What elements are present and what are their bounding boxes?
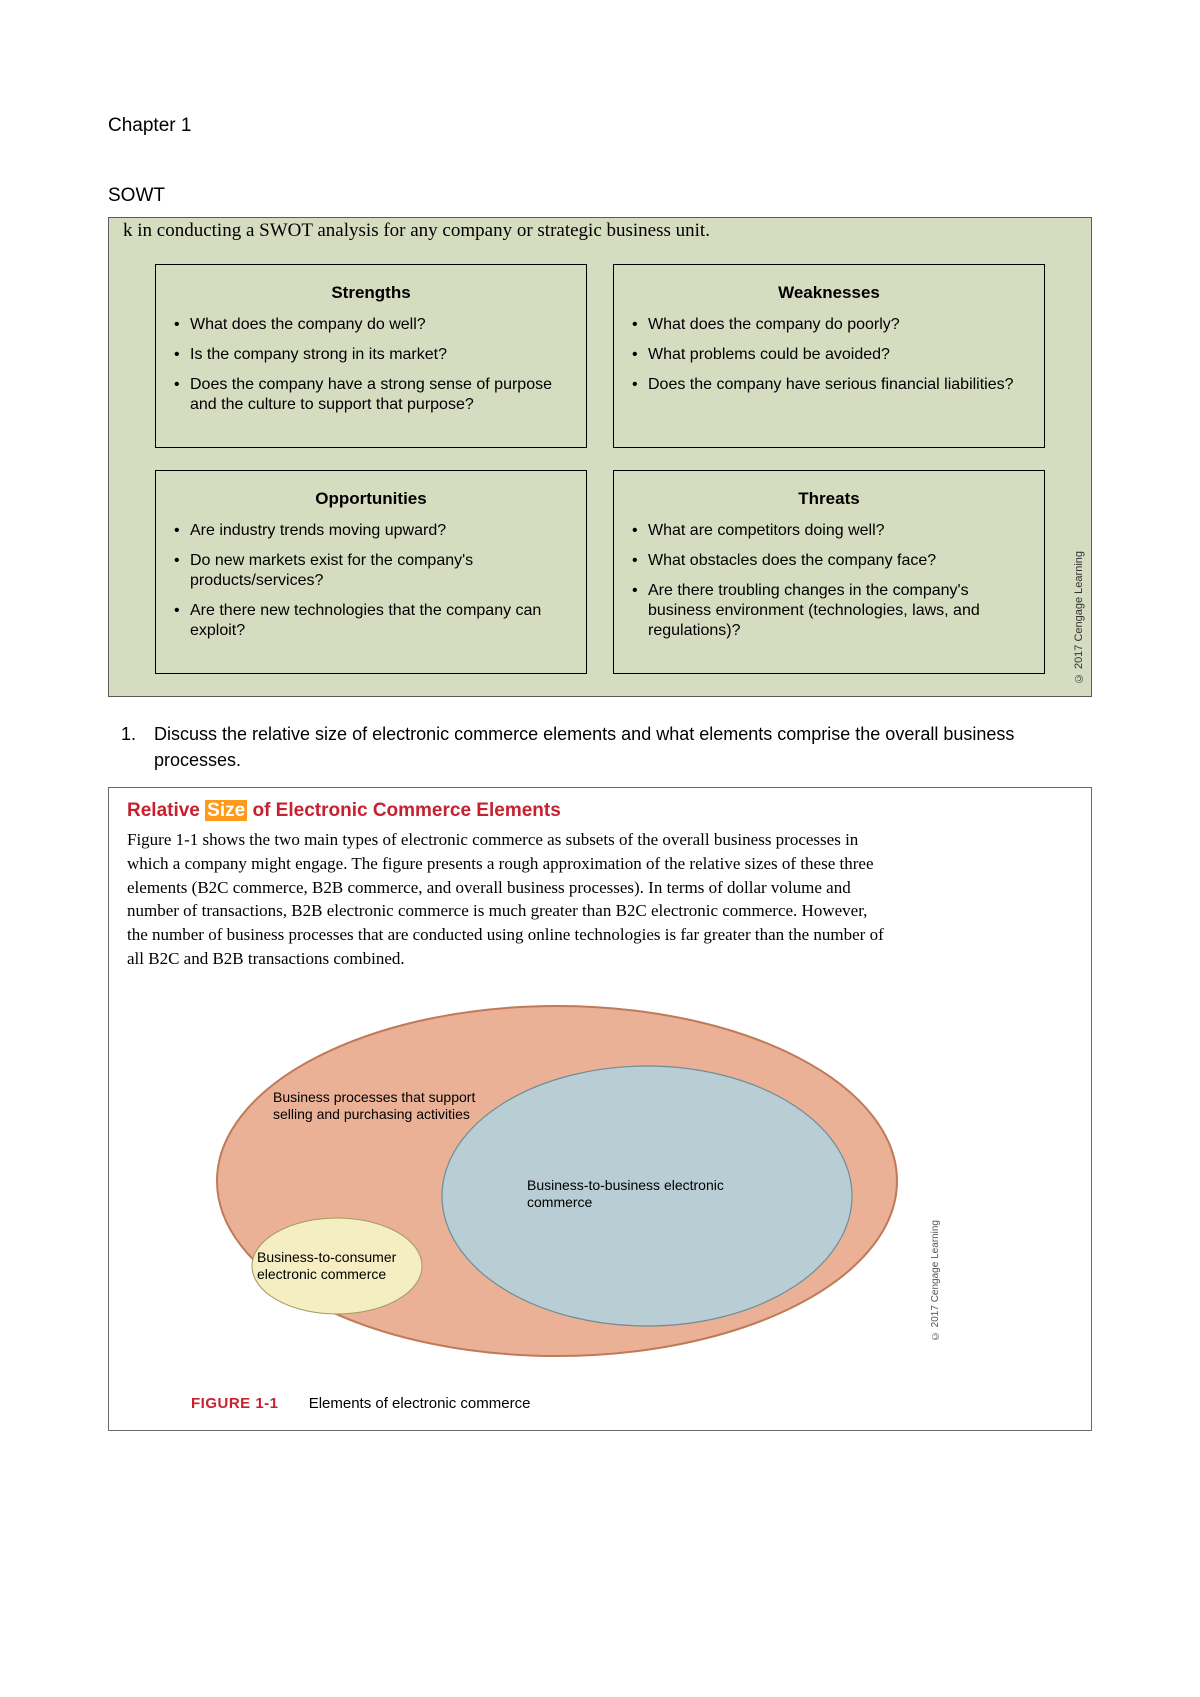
swot-cell-opportunities: Opportunities Are industry trends moving… [155,470,587,674]
list-item: What are competitors doing well? [632,521,1026,541]
list-item: Does the company have a strong sense of … [174,375,568,415]
page: Chapter 1 SOWT k in conducting a SWOT an… [0,0,1200,1697]
label-b2b: Business-to-business electronic commerce [527,1177,747,1212]
list-item: Does the company have serious financial … [632,375,1026,395]
swot-title-threats: Threats [632,489,1026,509]
figure-caption: FIGURE 1-1 Elements of electronic commer… [127,1395,1073,1412]
swot-row-bottom: Opportunities Are industry trends moving… [109,448,1091,674]
figure-title-highlight: Size [205,800,247,821]
swot-title-weaknesses: Weaknesses [632,283,1026,303]
list-item: What does the company do well? [174,315,568,335]
list-item: What obstacles does the company face? [632,551,1026,571]
figure-diagram: Business processes that support selling … [187,981,927,1381]
figure-paragraph: Figure 1-1 shows the two main types of e… [127,828,887,971]
swot-cell-strengths: Strengths What does the company do well?… [155,264,587,448]
swot-title-strengths: Strengths [174,283,568,303]
swot-list-strengths: What does the company do well? Is the co… [174,315,568,415]
list-item: What does the company do poorly? [632,315,1026,335]
label-b2c: Business-to-consumer electronic commerce [257,1249,437,1284]
swot-copyright: © 2017 Cengage Learning [1073,551,1085,684]
chapter-label: Chapter 1 [108,115,1092,137]
list-item: Do new markets exist for the company's p… [174,551,568,591]
question-number: 1. [108,721,136,773]
list-item: What problems could be avoided? [632,345,1026,365]
swot-list-opportunities: Are industry trends moving upward? Do ne… [174,521,568,641]
figure-caption-text: Elements of electronic commerce [309,1395,531,1412]
swot-cell-threats: Threats What are competitors doing well?… [613,470,1045,674]
swot-title-opportunities: Opportunities [174,489,568,509]
sowt-heading: SOWT [108,185,1092,207]
figure-title-suffix: of Electronic Commerce Elements [247,800,561,821]
list-item: Are there new technologies that the comp… [174,601,568,641]
swot-list-weaknesses: What does the company do poorly? What pr… [632,315,1026,395]
question-text: Discuss the relative size of electronic … [154,721,1092,773]
swot-box: k in conducting a SWOT analysis for any … [108,217,1092,697]
label-business-processes: Business processes that support selling … [273,1089,483,1124]
swot-row-top: Strengths What does the company do well?… [109,242,1091,448]
figure-title: Relative Size of Electronic Commerce Ele… [127,800,1073,822]
list-item: Are industry trends moving upward? [174,521,568,541]
swot-intro-text: k in conducting a SWOT analysis for any … [109,218,1091,242]
question-list: 1. Discuss the relative size of electron… [108,721,1092,773]
figure-copyright: © 2017 Cengage Learning [930,1220,941,1341]
figure-box: Relative Size of Electronic Commerce Ele… [108,787,1092,1431]
figure-caption-label: FIGURE 1-1 [191,1395,279,1412]
figure-title-prefix: Relative [127,800,205,821]
list-item: Is the company strong in its market? [174,345,568,365]
swot-cell-weaknesses: Weaknesses What does the company do poor… [613,264,1045,448]
list-item: Are there troubling changes in the compa… [632,581,1026,641]
swot-list-threats: What are competitors doing well? What ob… [632,521,1026,641]
question-item: 1. Discuss the relative size of electron… [108,721,1092,773]
